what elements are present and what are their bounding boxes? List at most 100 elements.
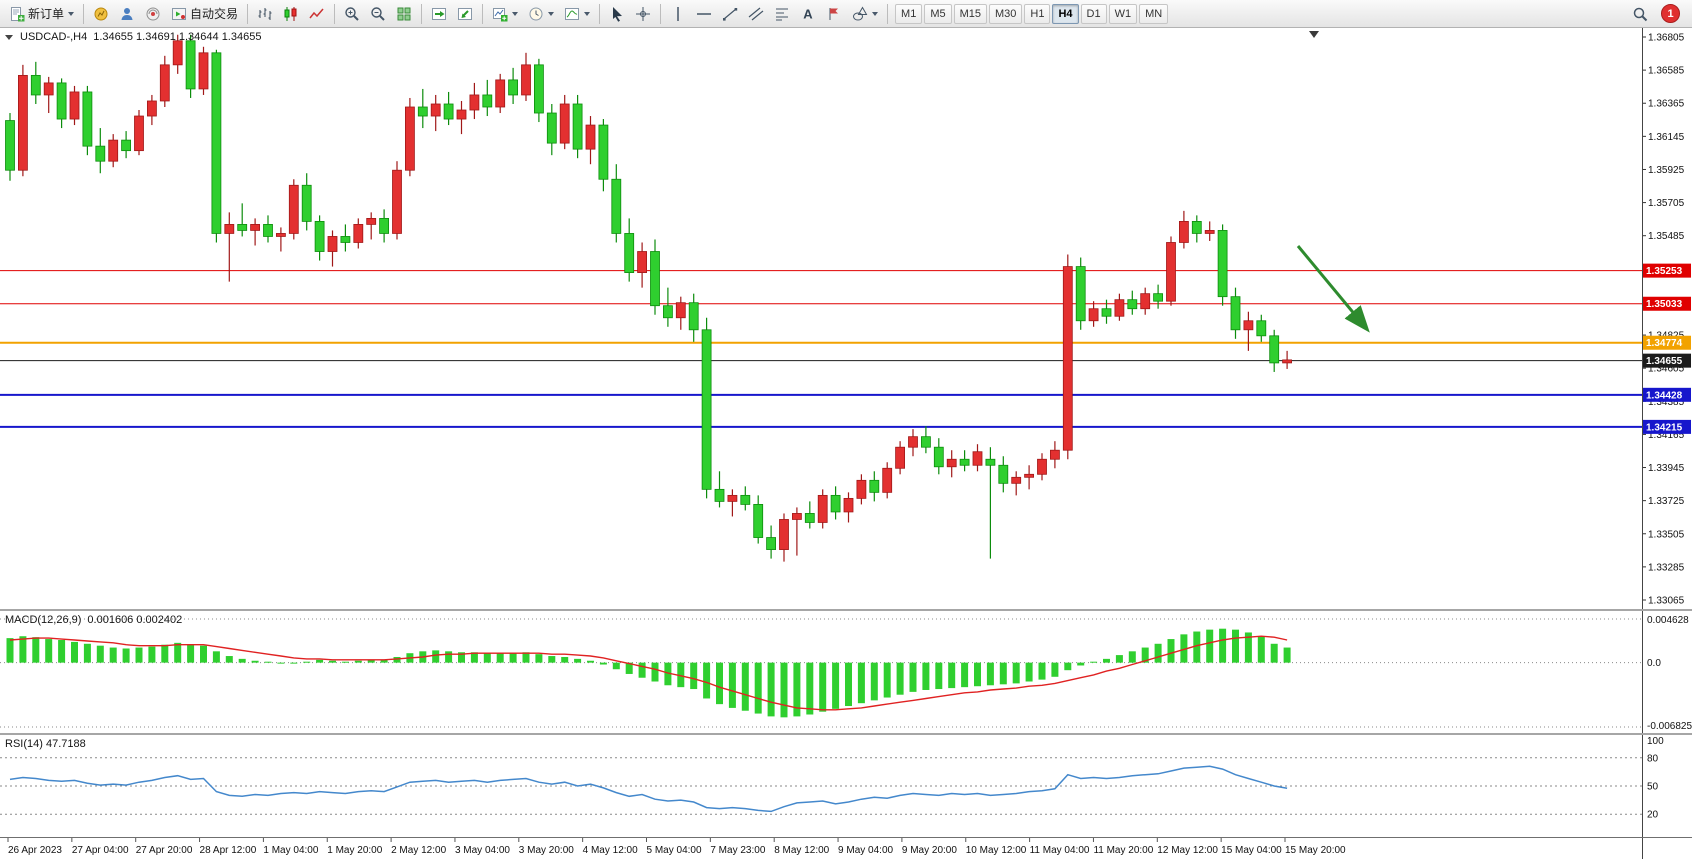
tile-windows-button[interactable] (392, 3, 416, 25)
svg-text:5 May 04:00: 5 May 04:00 (647, 845, 702, 856)
rsi-panel[interactable]: RSI(14) 47.7188 100 80 50 20 (0, 735, 1692, 837)
crosshair-button[interactable] (631, 3, 655, 25)
svg-text:1.35033: 1.35033 (1646, 299, 1683, 310)
dropdown-caret-icon (512, 11, 519, 16)
auto-trading-button-label: 自动交易 (190, 7, 239, 21)
zoom-in-button[interactable] (340, 3, 364, 25)
svg-text:10 May 12:00: 10 May 12:00 (966, 845, 1027, 856)
svg-text:1.34428: 1.34428 (1646, 390, 1683, 401)
panel-splitter[interactable] (0, 609, 1692, 611)
macd-canvas[interactable]: 0.004628 0.0 -0.006825 (0, 611, 1692, 733)
svg-text:80: 80 (1647, 753, 1659, 764)
svg-text:1 May 04:00: 1 May 04:00 (263, 845, 318, 856)
toolbar-separator (660, 3, 662, 24)
resistance-line-2-badge (1643, 296, 1691, 311)
auto-trading-button[interactable]: 自动交易 (167, 3, 242, 25)
zoom-out-icon (370, 6, 386, 22)
svg-text:9 May 04:00: 9 May 04:00 (838, 845, 893, 856)
community-button[interactable] (141, 3, 165, 25)
svg-text:26 Apr 2023: 26 Apr 2023 (8, 845, 62, 856)
bar-chart-type-button[interactable] (253, 3, 277, 25)
horizontal-level-lines (0, 270, 1642, 428)
linechart-icon (309, 6, 325, 22)
svg-text:1 May 20:00: 1 May 20:00 (327, 845, 382, 856)
price-chart-panel[interactable]: USDCAD-,H4 1.34655 1.34691 1.34644 1.346… (0, 28, 1692, 609)
candlestick-chart-type-button[interactable] (279, 3, 303, 25)
toolbar-separator (482, 3, 484, 24)
timeframe-m5[interactable]: M5 (924, 3, 952, 24)
text-button[interactable]: A (796, 3, 820, 25)
zoom-out-button[interactable] (366, 3, 390, 25)
indicators-button[interactable] (560, 3, 594, 25)
arrow-annotation (1296, 245, 1370, 333)
timeframe-h4[interactable]: H4 (1052, 3, 1079, 24)
cursor-icon (609, 6, 625, 22)
macd-panel[interactable]: MACD(12,26,9) 0.001606 0.002402 0.004628… (0, 611, 1692, 733)
price-chart-canvas[interactable]: 1.36805 1.36585 1.36365 1.36145 1.35925 1.357… (0, 28, 1692, 609)
chart-shift-button[interactable] (453, 3, 477, 25)
rsi-axis: 100 80 50 20 (1647, 736, 1664, 821)
svg-text:1.34385: 1.34385 (1648, 397, 1685, 408)
channel-button[interactable] (744, 3, 768, 25)
timeframe-m15[interactable]: M15 (953, 3, 987, 24)
svg-text:1.35925: 1.35925 (1648, 165, 1685, 176)
fibonacci-button[interactable] (770, 3, 794, 25)
svg-text:15 May 04:00: 15 May 04:00 (1221, 845, 1282, 856)
chart-shift-marker (1309, 31, 1319, 38)
timeframe-mn[interactable]: MN (1139, 3, 1169, 24)
time-axis-labels: 26 Apr 2023 27 Apr 04:00 27 Apr 20:00 28 Ap… (7, 838, 1346, 856)
toolbar: 新订单 自动交易 A M1 M5 M15 M30 H1 H4 D1 W1 MN 1 (0, 0, 1692, 28)
svg-text:11 May 04:00: 11 May 04:00 (1030, 845, 1090, 856)
fibo-icon (774, 6, 790, 22)
timeframe-h1[interactable]: H1 (1024, 3, 1051, 24)
search-button[interactable] (1628, 3, 1652, 25)
svg-text:1.36585: 1.36585 (1648, 66, 1685, 77)
svg-text:1.33065: 1.33065 (1648, 596, 1685, 607)
periods-button[interactable] (524, 3, 558, 25)
chart-autoscroll-icon (431, 6, 447, 22)
candles-icon (283, 6, 299, 22)
new-order-button[interactable]: 新订单 (5, 3, 78, 25)
channel-icon (748, 6, 764, 22)
timeframe-m30[interactable]: M30 (989, 3, 1023, 24)
svg-text:7 May 23:00: 7 May 23:00 (710, 845, 765, 856)
auto-scroll-button[interactable] (427, 3, 451, 25)
search-icon (1632, 6, 1648, 22)
timeframe-w1[interactable]: W1 (1108, 3, 1138, 24)
svg-text:8 May 12:00: 8 May 12:00 (774, 845, 829, 856)
resistance-line-1-badge (1643, 263, 1691, 278)
horizontal-line-button[interactable] (692, 3, 716, 25)
market-button[interactable] (89, 3, 113, 25)
svg-text:1.34774: 1.34774 (1646, 338, 1683, 349)
shapes-button[interactable] (848, 3, 882, 25)
svg-text:1.34165: 1.34165 (1648, 430, 1685, 441)
label-button[interactable] (822, 3, 846, 25)
autotrade-icon (171, 6, 187, 22)
svg-text:1.35253: 1.35253 (1646, 266, 1683, 277)
vline-icon (670, 6, 686, 22)
timeframe-m1[interactable]: M1 (895, 3, 923, 24)
vertical-line-button[interactable] (666, 3, 690, 25)
svg-text:-0.006825: -0.006825 (1647, 721, 1692, 732)
timeframe-switcher: M1 M5 M15 M30 H1 H4 D1 W1 MN (894, 3, 1169, 24)
profile-button[interactable] (115, 3, 139, 25)
svg-text:27 Apr 20:00: 27 Apr 20:00 (136, 845, 193, 856)
timeframe-d1[interactable]: D1 (1080, 3, 1107, 24)
new-chart-button[interactable] (488, 3, 522, 25)
dropdown-caret-icon (584, 11, 591, 16)
indicators-icon (564, 6, 580, 22)
text-icon: A (800, 6, 816, 22)
time-axis-canvas: 26 Apr 2023 27 Apr 04:00 27 Apr 20:00 28 Ap… (0, 838, 1692, 859)
notification-badge[interactable]: 1 (1661, 4, 1680, 23)
macd-axis: 0.004628 0.0 -0.006825 (1647, 615, 1692, 732)
trendline-button[interactable] (718, 3, 742, 25)
time-axis[interactable]: 26 Apr 2023 27 Apr 04:00 27 Apr 20:00 28 Ap… (0, 837, 1692, 859)
chart-shift-icon (457, 6, 473, 22)
panel-splitter[interactable] (0, 733, 1692, 735)
rsi-canvas[interactable]: 100 80 50 20 (0, 735, 1692, 837)
cursor-button[interactable] (605, 3, 629, 25)
chart-window: USDCAD-,H4 1.34655 1.34691 1.34644 1.346… (0, 28, 1692, 859)
line-chart-type-button[interactable] (305, 3, 329, 25)
svg-text:27 Apr 04:00: 27 Apr 04:00 (72, 845, 129, 856)
